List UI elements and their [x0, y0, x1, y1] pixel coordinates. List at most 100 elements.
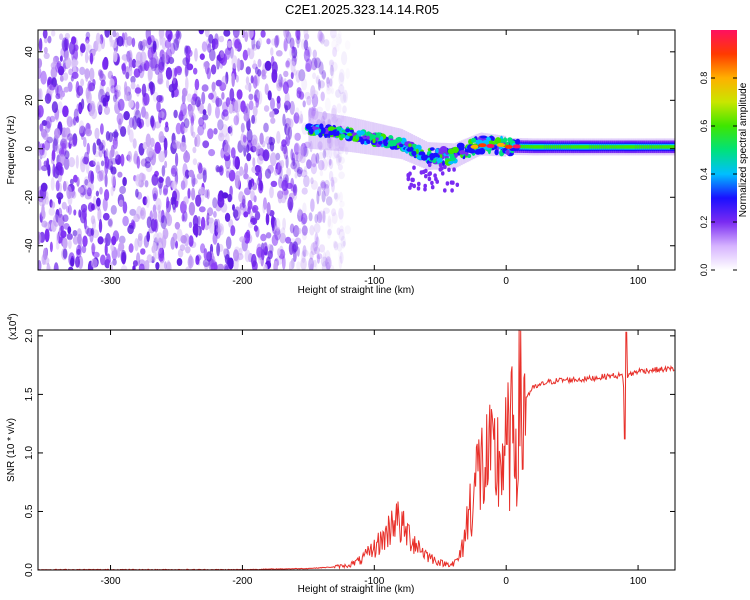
signal-band [591, 145, 594, 149]
noise-cell [72, 230, 78, 237]
noise-cell [221, 92, 225, 100]
noise-cell [337, 151, 342, 165]
noise-cell [153, 249, 157, 262]
noise-cell [120, 249, 127, 264]
noise-cell [206, 67, 211, 80]
noise-cell [190, 114, 194, 127]
noise-cell [54, 127, 61, 139]
noise-cell [102, 197, 108, 212]
noise-cell [210, 64, 217, 75]
noise-cell [233, 249, 239, 262]
noise-cell [107, 219, 113, 227]
signal-blob [429, 147, 435, 151]
noise-cell [259, 132, 264, 145]
noise-cell [132, 138, 137, 149]
noise-cell [235, 170, 241, 179]
noise-cell [177, 248, 184, 258]
noise-cell [332, 46, 337, 58]
signal-blob [318, 132, 323, 138]
noise-cell [187, 255, 194, 269]
noise-cell [200, 216, 206, 231]
noise-cell [208, 149, 216, 157]
noise-cell [330, 30, 337, 39]
noise-cell [304, 91, 311, 100]
noise-cell [191, 131, 196, 138]
noise-cell [156, 232, 164, 244]
signal-blob [355, 134, 359, 140]
noise-cell [165, 67, 173, 80]
noise-cell [105, 233, 111, 246]
noise-cell [66, 185, 72, 199]
noise-cell [96, 161, 100, 171]
noise-cell [47, 35, 52, 44]
signal-tail [450, 188, 454, 193]
noise-cell [299, 145, 305, 160]
noise-cell [300, 144, 305, 159]
signal-blob [349, 129, 354, 133]
noise-cell [316, 254, 320, 264]
signal-blob [378, 141, 383, 145]
noise-cell [140, 248, 146, 255]
noise-cell [256, 145, 263, 155]
noise-cell [327, 228, 332, 236]
noise-cell [283, 70, 289, 78]
signal-band [657, 145, 660, 149]
noise-cell [315, 236, 320, 248]
noise-cell [193, 67, 198, 75]
signal-blob [467, 154, 472, 158]
colorbar-ticks: 0.0 0.2 0.4 0.6 0.8 [699, 72, 737, 276]
noise-cell [319, 60, 324, 74]
noise-cell [187, 188, 191, 199]
noise-cell [151, 119, 156, 131]
y-tick-label: 1.5 [24, 387, 35, 401]
signal-tail [430, 185, 435, 190]
noise-cell [133, 108, 138, 118]
noise-cell [176, 258, 183, 266]
noise-cell [60, 47, 66, 58]
noise-cell [217, 223, 225, 236]
noise-cell [210, 262, 218, 270]
noise-cell [89, 100, 96, 115]
signal-band [548, 145, 551, 149]
noise-cell [262, 149, 270, 162]
noise-cell [251, 114, 256, 124]
noise-cell [263, 197, 267, 210]
noise-cell [145, 37, 153, 50]
noise-cell [335, 33, 342, 46]
noise-cell [213, 218, 219, 230]
noise-cell [310, 242, 318, 256]
snr-frame [37, 329, 676, 571]
noise-cell [60, 225, 64, 232]
noise-cell [135, 101, 140, 110]
noise-cell [242, 198, 246, 209]
noise-cell [124, 55, 128, 65]
noise-cell [301, 251, 306, 264]
signal-blob [477, 148, 486, 155]
signal-blob [408, 143, 412, 148]
noise-cell [146, 254, 153, 263]
noise-cell [155, 262, 160, 270]
noise-cell [85, 161, 90, 174]
noise-cell [329, 60, 334, 73]
noise-cell [280, 227, 286, 236]
noise-cell [244, 31, 249, 43]
noise-cell [110, 186, 114, 197]
noise-cell [128, 243, 134, 253]
noise-cell [130, 75, 136, 84]
noise-cell [135, 174, 142, 187]
noise-cell [164, 125, 169, 133]
noise-cell [99, 186, 103, 195]
noise-cell [330, 76, 334, 89]
noise-cell [161, 234, 167, 249]
noise-cell [84, 51, 89, 64]
noise-cell [207, 103, 212, 116]
noise-cell [39, 143, 45, 156]
noise-cell [104, 173, 108, 188]
signal-hotspot [504, 144, 513, 149]
signal-tail [427, 176, 432, 182]
noise-cell [311, 259, 318, 270]
noise-cell [40, 147, 47, 159]
noise-cell [255, 40, 261, 50]
noise-cell [232, 209, 239, 219]
noise-cell [286, 118, 294, 129]
